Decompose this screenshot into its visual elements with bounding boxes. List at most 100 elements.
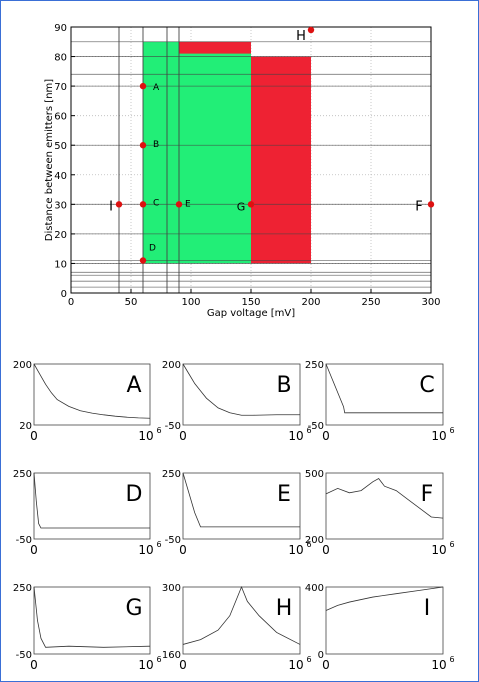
- x-tick-label-max-exponent: 6: [449, 540, 454, 549]
- small-chart-d: 250 -500 10 6 D: [13, 469, 162, 557]
- x-tick-label: 200: [301, 297, 320, 308]
- series-line: [33, 363, 151, 419]
- y-tick-label-max: 200: [13, 360, 32, 371]
- panel-letter: C: [419, 373, 434, 398]
- x-tick-label-max-base: 10: [138, 429, 153, 443]
- x-tick-label-max-base: 10: [288, 429, 303, 443]
- point-e: [175, 201, 183, 208]
- x-tick-label-max-exponent: 6: [156, 426, 161, 435]
- series-line: [182, 363, 300, 416]
- y-tick-label: 30: [54, 200, 67, 211]
- y-tick-label-min: -50: [165, 535, 181, 546]
- small-chart-c: 250-500 10 6C: [305, 360, 455, 443]
- panel-letter: F: [421, 482, 434, 507]
- y-axis-label: Distance between emitters [nm]: [44, 79, 55, 241]
- y-tick-label-max: 500: [305, 469, 324, 480]
- point-label-h: H: [296, 29, 306, 44]
- small-chart-border: [325, 472, 444, 540]
- x-tick-label-max-exponent: 6: [156, 540, 161, 549]
- y-tick-label-min: 20: [19, 421, 32, 432]
- point-label-e: E: [185, 199, 191, 209]
- x-tick-label-max-base: 10: [288, 543, 303, 557]
- y-tick-label-min: -50: [16, 535, 32, 546]
- point-label-b: B: [153, 140, 159, 150]
- small-chart-border: [33, 363, 151, 426]
- point-label-c: C: [153, 198, 159, 208]
- series-line: [33, 586, 151, 648]
- y-tick-label-min: -50: [16, 650, 32, 661]
- y-tick-label-max: 250: [162, 469, 181, 480]
- y-tick-label-min: -50: [308, 421, 324, 432]
- series-line: [182, 585, 301, 645]
- x-tick-label-max-exponent: 6: [449, 426, 454, 435]
- x-tick-label: 100: [181, 297, 200, 308]
- y-tick-label: 80: [54, 53, 67, 64]
- x-tick-label-max-base: 10: [288, 658, 303, 672]
- small-chart-border: [325, 586, 444, 655]
- point-i: [115, 201, 123, 208]
- point-d: [139, 257, 147, 264]
- region-red: [251, 56, 311, 264]
- small-chart-border: [182, 472, 301, 540]
- panel-letter: B: [276, 373, 291, 398]
- point-f: [427, 201, 435, 208]
- point-h: [307, 26, 315, 34]
- panel-letter: G: [125, 596, 142, 621]
- small-chart-a: 200 200 10 6 A: [13, 360, 162, 443]
- panel-letter: D: [126, 482, 143, 507]
- point-c: [139, 201, 147, 208]
- x-tick-label: 150: [241, 297, 260, 308]
- x-tick-label-max-base: 10: [431, 429, 446, 443]
- y-tick-label: 60: [54, 112, 67, 123]
- x-tick-label-max-exponent: 6: [156, 655, 161, 664]
- point-g: [247, 201, 255, 208]
- small-chart-e: 250 -500 10 6 E: [162, 469, 312, 557]
- panel-letter: A: [126, 373, 141, 398]
- y-tick-label: 0: [61, 289, 67, 300]
- y-tick-label: 40: [54, 171, 67, 182]
- panel-letter: E: [277, 482, 291, 507]
- x-tick-label-max-base: 10: [431, 658, 446, 672]
- x-axis-label: Gap voltage [mV]: [207, 308, 295, 319]
- small-chart-border: [325, 363, 444, 426]
- y-tick-label-max: 250: [305, 360, 324, 371]
- x-tick-label-max-exponent: 6: [449, 655, 454, 664]
- x-tick-label-zero: 0: [30, 543, 38, 557]
- point-label-d: D: [149, 243, 156, 253]
- small-chart-border: [33, 586, 151, 655]
- main-scatter-chart: 0 50 100 150 200 250 300 0 10 20 30 40 50 60 70 80 90 Gap…: [44, 23, 441, 319]
- x-tick-label-zero: 0: [179, 658, 187, 672]
- region-green: [143, 41, 251, 264]
- y-tick-label: 50: [54, 141, 67, 152]
- y-tick-label: 70: [54, 82, 67, 93]
- small-chart-b: 200 -500 10 6 B: [162, 360, 312, 443]
- point-label-a: A: [153, 83, 160, 93]
- x-tick-label-zero: 0: [30, 429, 38, 443]
- point-a: [139, 82, 147, 90]
- point-label-i: I: [109, 199, 113, 214]
- point-label-f: F: [415, 199, 422, 214]
- x-tick-label: 300: [421, 297, 440, 308]
- series-line: [325, 363, 443, 414]
- y-tick-label-min: 200: [305, 535, 324, 546]
- x-tick-label-zero: 0: [322, 543, 330, 557]
- small-chart-g: 250 -500 10 6 G: [13, 583, 162, 672]
- y-tick-label-max: 400: [305, 583, 324, 594]
- x-tick-label-zero: 0: [322, 429, 330, 443]
- x-tick-label-max-exponent: 6: [306, 426, 311, 435]
- y-tick-label: 90: [54, 23, 67, 34]
- point-label-g: G: [237, 200, 246, 213]
- x-tick-label-max-exponent: 6: [306, 655, 311, 664]
- y-tick-label: 10: [54, 259, 67, 270]
- y-tick-label-max: 200: [162, 360, 181, 371]
- y-tick-label-max: 250: [13, 469, 32, 480]
- x-tick-label-zero: 0: [179, 543, 187, 557]
- y-tick-label-min: 160: [162, 650, 181, 661]
- small-chart-border: [182, 363, 301, 426]
- x-tick-label: 250: [361, 297, 380, 308]
- series-line: [33, 472, 150, 529]
